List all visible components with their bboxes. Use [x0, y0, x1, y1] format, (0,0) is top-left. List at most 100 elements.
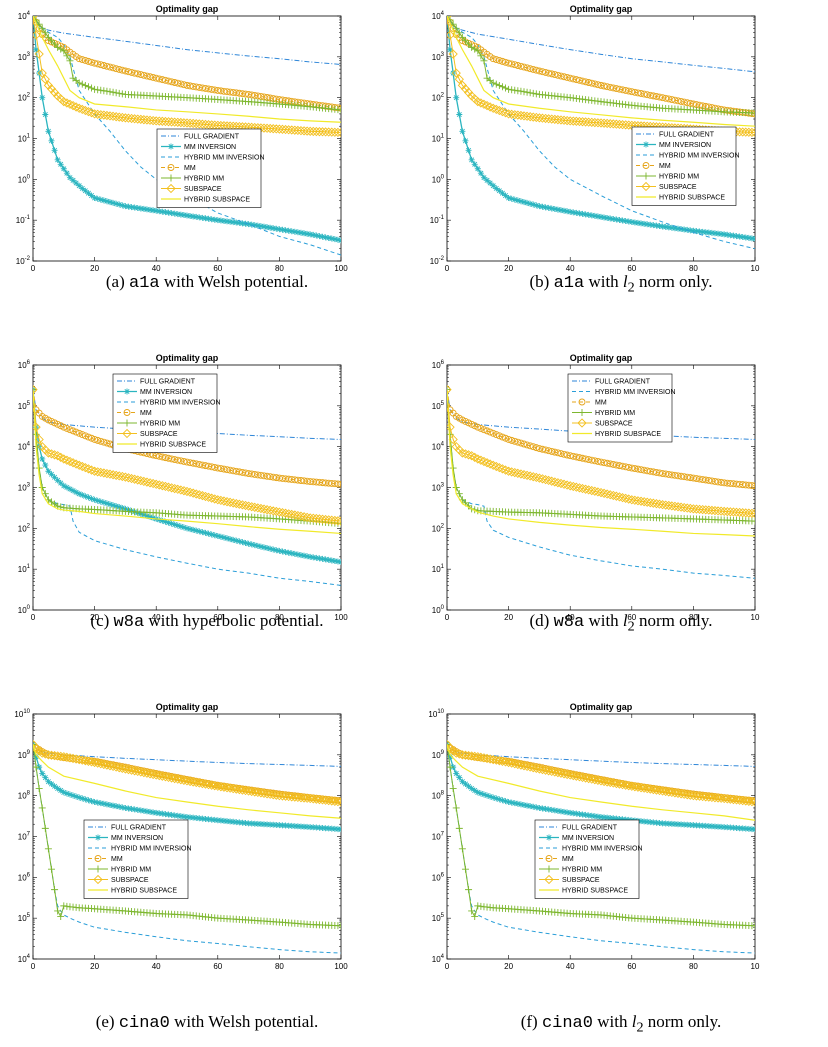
series-marker	[100, 62, 108, 69]
series-marker	[532, 66, 540, 74]
series-marker	[508, 799, 515, 806]
series-marker	[94, 799, 101, 806]
series-marker	[519, 470, 529, 480]
y-tick-label: 10-1	[430, 215, 445, 225]
series-marker	[131, 806, 138, 813]
series-marker	[274, 124, 285, 134]
series-marker	[447, 422, 455, 432]
legend-marker	[545, 855, 553, 862]
series-marker	[243, 501, 254, 511]
caption-label: (a)	[105, 272, 125, 291]
series-marker	[299, 512, 309, 522]
series-marker	[84, 57, 92, 65]
series-marker	[311, 513, 321, 524]
series-marker	[593, 487, 603, 497]
chart-title: Optimality gap	[156, 353, 219, 363]
series-marker	[48, 417, 55, 425]
series-marker	[617, 119, 628, 130]
series-marker	[338, 237, 341, 244]
caption-math-sub: 2	[636, 1019, 644, 1036]
series-marker	[471, 45, 479, 53]
series-marker	[536, 804, 543, 811]
series-marker	[317, 127, 328, 137]
series-marker	[267, 224, 274, 231]
series-marker	[291, 550, 298, 557]
series-marker	[233, 537, 240, 544]
series-marker	[570, 810, 577, 817]
series-marker	[36, 70, 43, 77]
series-marker	[142, 768, 152, 778]
series-marker	[498, 83, 506, 91]
series-marker	[537, 764, 548, 775]
series-marker	[560, 73, 568, 81]
series-marker	[610, 215, 617, 222]
series-marker	[530, 803, 537, 810]
series-marker	[708, 823, 715, 830]
series-marker	[613, 216, 620, 223]
series-marker	[51, 40, 59, 48]
series-marker	[473, 752, 483, 762]
series-marker	[530, 201, 537, 208]
series-marker	[659, 820, 666, 827]
series-marker	[182, 486, 192, 497]
series-marker	[80, 105, 90, 116]
series-marker	[219, 496, 229, 506]
x-tick-label: 60	[213, 613, 222, 622]
series-marker	[79, 185, 86, 192]
series-marker	[173, 484, 183, 494]
series-marker	[80, 756, 90, 766]
series-marker	[477, 170, 484, 177]
chart-title: Optimality gap	[570, 702, 633, 712]
series-marker	[254, 542, 261, 549]
series-marker	[96, 759, 106, 769]
series-marker	[613, 815, 620, 822]
series-marker	[625, 218, 632, 225]
series-marker	[122, 203, 129, 210]
series-marker	[305, 793, 315, 804]
series-marker	[495, 432, 503, 440]
series-marker	[751, 517, 755, 525]
series-marker	[453, 770, 460, 777]
series-marker	[500, 465, 511, 475]
series-marker	[166, 117, 177, 127]
series-marker	[139, 767, 149, 778]
series-marker	[106, 88, 114, 96]
series-marker	[297, 823, 304, 830]
series-marker	[453, 94, 460, 101]
series-marker	[577, 772, 588, 783]
series-marker	[180, 212, 187, 219]
series-marker	[574, 116, 585, 127]
x-tick-label: 20	[504, 962, 513, 971]
series-marker	[474, 47, 482, 55]
series-marker	[622, 816, 629, 823]
series-marker	[117, 471, 127, 482]
series-marker	[751, 109, 755, 117]
series-marker	[233, 819, 240, 826]
series-marker	[650, 222, 657, 229]
series-marker	[45, 128, 52, 135]
series-marker	[462, 780, 469, 787]
x-tick-label: 20	[504, 613, 513, 622]
legend: FULL GRADIENT MM INVERSION HYBRID MM INVER…	[631, 126, 740, 206]
series-marker	[485, 459, 495, 469]
series-marker	[123, 473, 134, 483]
series-marker	[120, 113, 131, 123]
series-marker	[752, 826, 755, 833]
series-marker	[227, 218, 234, 225]
series-marker	[264, 821, 271, 828]
caption-dataset: w8a	[553, 613, 585, 632]
series-marker	[227, 818, 234, 825]
series-marker	[731, 795, 742, 805]
series-marker	[542, 446, 550, 454]
series-marker	[670, 788, 680, 798]
series-marker	[103, 439, 111, 447]
series-marker	[588, 212, 595, 219]
series-marker	[456, 111, 463, 118]
series-marker	[62, 455, 72, 465]
series-marker	[150, 809, 157, 816]
series-marker	[627, 495, 637, 505]
series-marker	[664, 500, 674, 511]
series-marker	[619, 816, 626, 823]
series-marker	[49, 750, 60, 761]
series-marker	[70, 792, 77, 799]
